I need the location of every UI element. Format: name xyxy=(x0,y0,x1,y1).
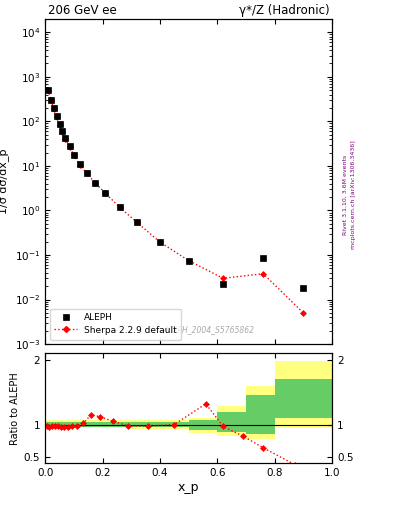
X-axis label: x_p: x_p xyxy=(178,481,199,494)
Legend: ALEPH, Sherpa 2.2.9 default: ALEPH, Sherpa 2.2.9 default xyxy=(50,309,181,339)
Text: ALEPH_2004_S5765862: ALEPH_2004_S5765862 xyxy=(163,325,254,334)
Text: mcplots.cern.ch [arXiv:1306.3436]: mcplots.cern.ch [arXiv:1306.3436] xyxy=(351,140,356,249)
Y-axis label: 1/σ dσ/dx_p: 1/σ dσ/dx_p xyxy=(0,149,9,214)
Text: γ*/Z (Hadronic): γ*/Z (Hadronic) xyxy=(239,4,329,17)
Y-axis label: Ratio to ALEPH: Ratio to ALEPH xyxy=(10,372,20,445)
Text: 206 GeV ee: 206 GeV ee xyxy=(48,4,117,17)
Text: Rivet 3.1.10, 3.6M events: Rivet 3.1.10, 3.6M events xyxy=(343,155,348,234)
